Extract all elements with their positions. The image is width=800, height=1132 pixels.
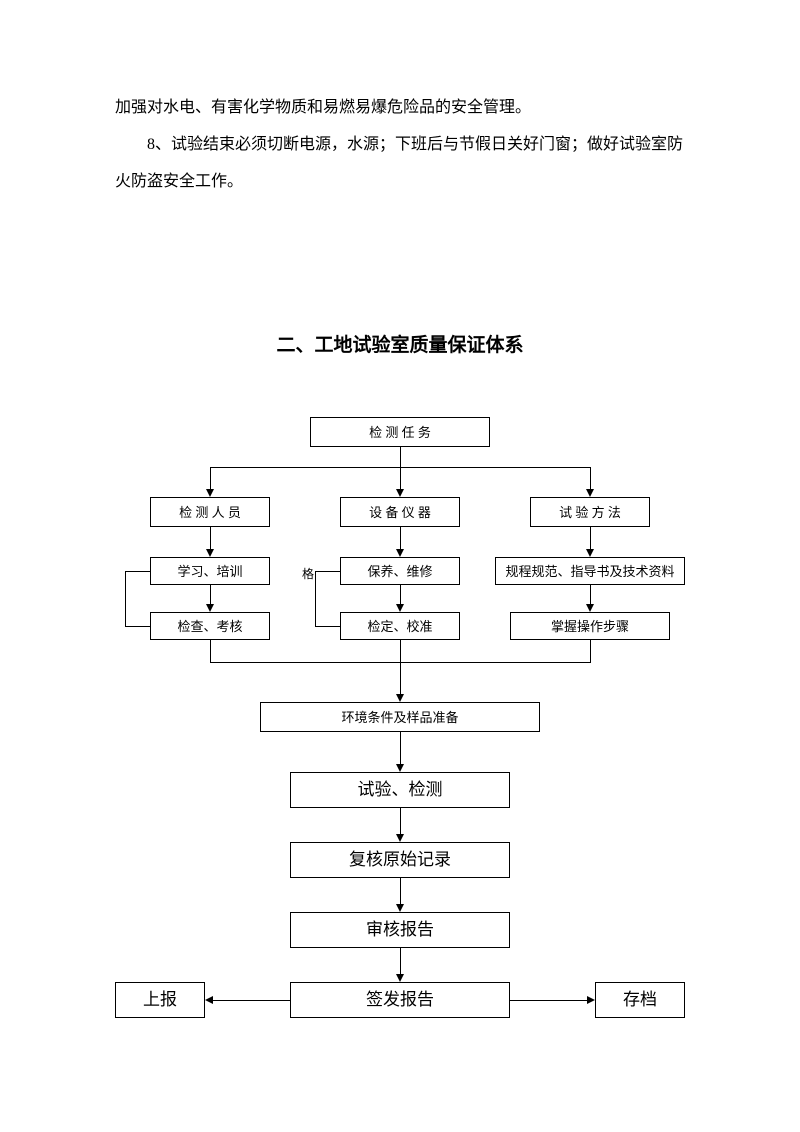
arrowhead-down <box>396 974 404 982</box>
edge-segment <box>400 527 401 549</box>
arrowhead-down <box>396 489 404 497</box>
edge-segment <box>210 585 211 604</box>
edge-segment <box>400 948 401 974</box>
paragraph-2: 8、试验结束必须切断电源，水源；下班后与节假日关好门窗；做好试验室防火防盗安全工… <box>115 127 685 201</box>
node-review: 复核原始记录 <box>290 842 510 878</box>
edge-segment <box>590 467 591 489</box>
edge-segment <box>510 1000 587 1001</box>
arrowhead-down <box>206 489 214 497</box>
node-test: 试验、检测 <box>290 772 510 808</box>
arrowhead-down <box>586 489 594 497</box>
arrowhead-right <box>587 996 595 1004</box>
edge-segment <box>210 467 211 489</box>
node-audit: 审核报告 <box>290 912 510 948</box>
paragraph-1: 加强对水电、有害化学物质和易燃易爆危险品的安全管理。 <box>115 90 685 127</box>
edge-segment <box>400 808 401 834</box>
edge-segment <box>400 467 401 489</box>
arrowhead-down <box>396 834 404 842</box>
node-sign: 签发报告 <box>290 982 510 1018</box>
edge-segment <box>590 527 591 549</box>
arrowhead-down <box>396 604 404 612</box>
arrowhead-down <box>206 549 214 557</box>
node-report: 上报 <box>115 982 205 1018</box>
edge-segment <box>125 571 150 572</box>
node-method: 试 验 方 法 <box>530 497 650 527</box>
arrowhead-down <box>586 604 594 612</box>
edge-segment <box>400 640 401 662</box>
arrowhead-down <box>206 604 214 612</box>
node-check: 检查、考核 <box>150 612 270 640</box>
node-archive: 存档 <box>595 982 685 1018</box>
edge-segment <box>400 585 401 604</box>
node-maint: 保养、维修 <box>340 557 460 585</box>
edge-segment <box>315 626 340 627</box>
edge-segment <box>400 732 401 764</box>
edge-segment <box>125 626 150 627</box>
node-equip: 设 备 仪 器 <box>340 497 460 527</box>
node-env: 环境条件及样品准备 <box>260 702 540 732</box>
arrowhead-down <box>396 764 404 772</box>
edge-segment <box>590 640 591 662</box>
edge-segment <box>213 1000 290 1001</box>
flowchart: 检 测 任 务检 测 人 员 设 备 仪 器 试 验 方 法学习、培训 保养、维修 规程… <box>115 417 685 1037</box>
node-spec: 规程规范、指导书及技术资料 <box>495 557 685 585</box>
section-title: 二、工地试验室质量保证体系 <box>115 330 685 357</box>
arrowhead-down <box>396 904 404 912</box>
edge-segment <box>210 527 211 549</box>
node-task: 检 测 任 务 <box>310 417 490 447</box>
edge-segment <box>315 571 316 626</box>
edge-segment <box>315 571 340 572</box>
arrowhead-down <box>396 694 404 702</box>
arrowhead-down <box>586 549 594 557</box>
node-steps: 掌握操作步骤 <box>510 612 670 640</box>
node-calib: 检定、校准 <box>340 612 460 640</box>
floating-label: 格 <box>302 565 314 582</box>
edge-segment <box>590 585 591 604</box>
edge-segment <box>400 878 401 904</box>
node-pers: 检 测 人 员 <box>150 497 270 527</box>
edge-segment <box>210 640 211 662</box>
edge-segment <box>125 571 126 626</box>
node-study: 学习、培训 <box>150 557 270 585</box>
edge-segment <box>400 447 401 467</box>
arrowhead-left <box>205 996 213 1004</box>
arrowhead-down <box>396 549 404 557</box>
edge-segment <box>400 662 401 694</box>
